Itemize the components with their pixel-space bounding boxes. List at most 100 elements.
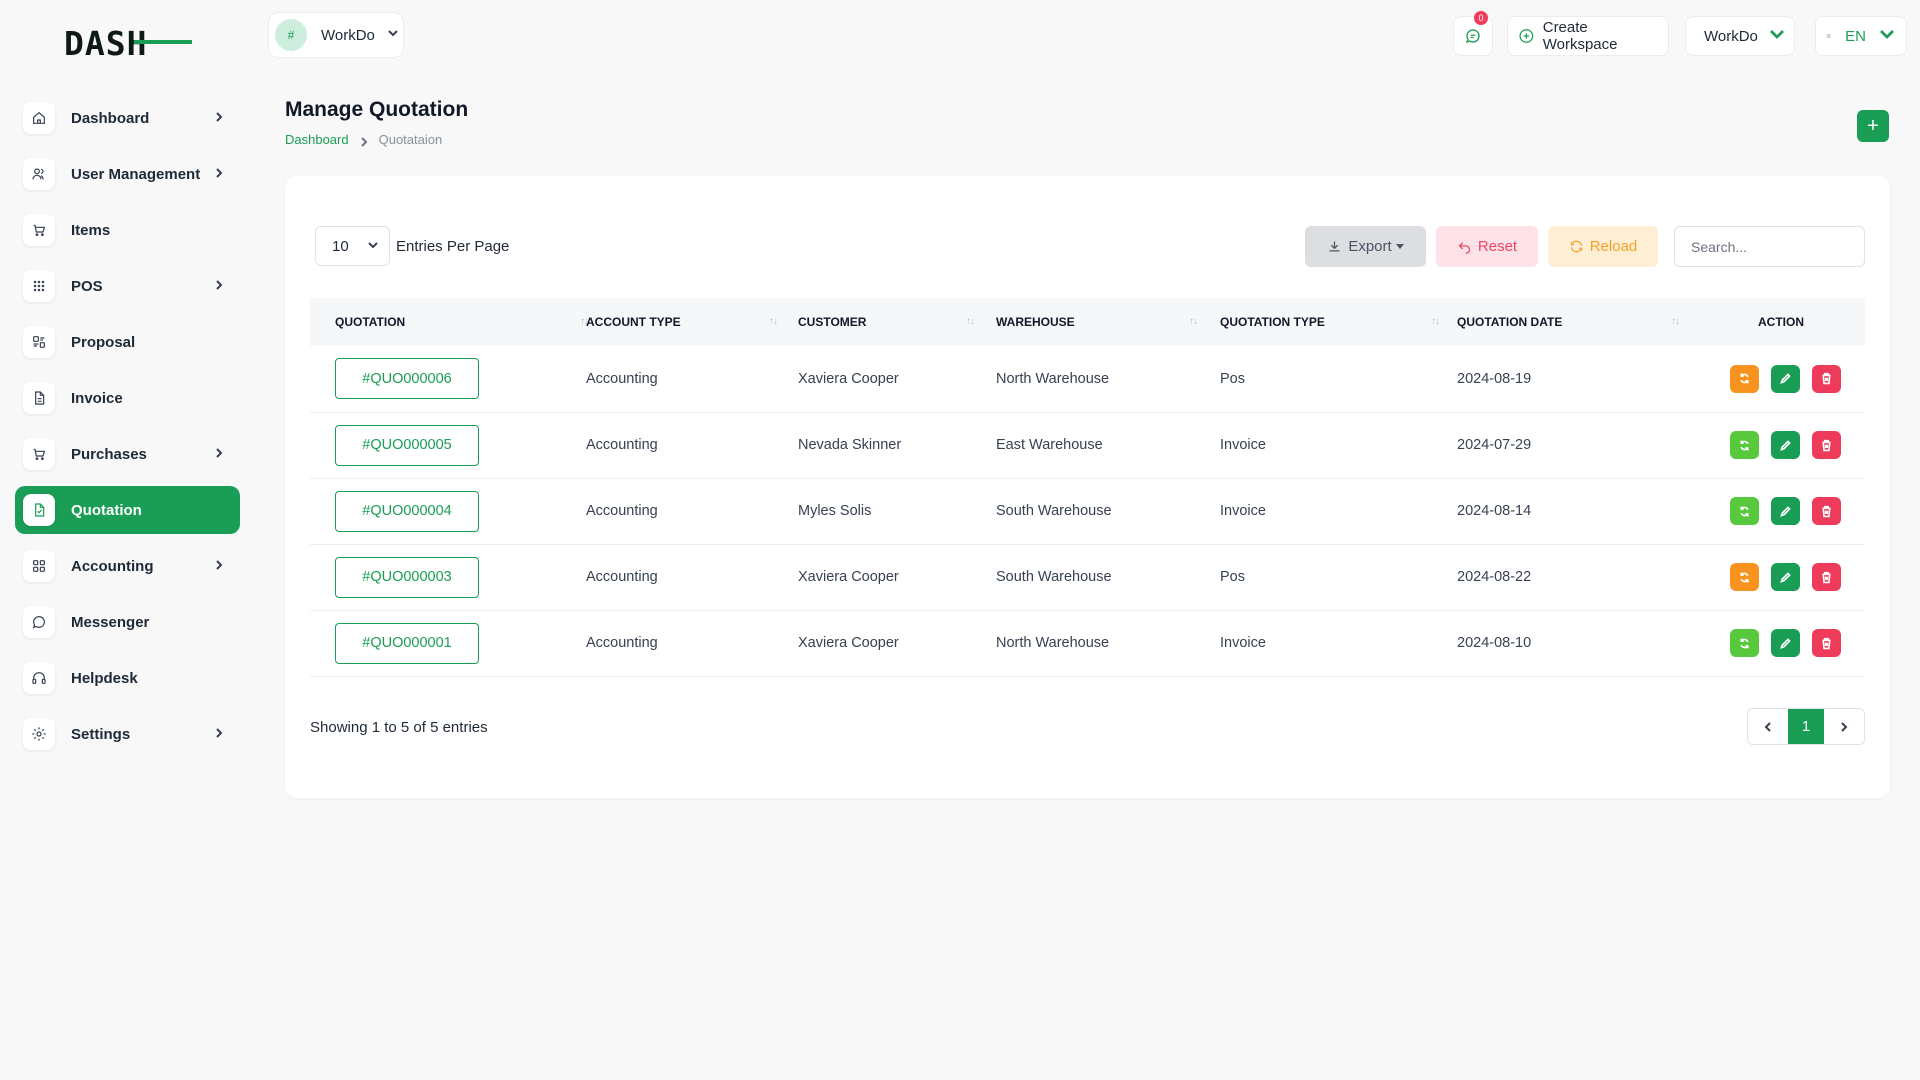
delete-button[interactable] <box>1812 629 1841 657</box>
sidebar-item-helpdesk[interactable]: Helpdesk <box>15 654 240 702</box>
messages-button[interactable]: 0 <box>1453 11 1493 56</box>
cell-quotation: #QUO000004 <box>310 478 586 545</box>
column-warehouse[interactable]: WAREHOUSE ↑↓ <box>996 298 1220 346</box>
column-quotation[interactable]: QUOTATION ↑↓ <box>310 298 589 346</box>
search-input[interactable] <box>1674 226 1865 267</box>
trash-icon <box>1822 571 1831 583</box>
quotation-id-link[interactable]: #QUO000001 <box>335 622 479 664</box>
sidebar-item-accounting[interactable]: Accounting <box>15 542 240 590</box>
pencil-icon <box>1780 373 1791 385</box>
chevron-right-icon <box>1841 721 1848 732</box>
sidebar-item-dashboard[interactable]: Dashboard <box>15 94 240 142</box>
table-row: #QUO000005 Accounting Nevada Skinner East W… <box>310 412 1865 479</box>
sidebar-item-invoice[interactable]: Invoice <box>15 374 240 422</box>
edit-button[interactable] <box>1771 431 1800 459</box>
export-button[interactable]: Export <box>1305 226 1426 267</box>
column-label: CUSTOMER <box>798 315 867 329</box>
cell-quotation-date: 2024-08-19 <box>1457 346 1697 413</box>
delete-button[interactable] <box>1812 497 1841 525</box>
delete-button[interactable] <box>1812 563 1841 591</box>
chevron-right-icon <box>212 558 226 572</box>
page-button[interactable]: 1 <box>1788 709 1824 744</box>
quotation-id-link[interactable]: #QUO000003 <box>335 556 479 598</box>
sidebar-item-settings[interactable]: Settings <box>15 710 240 758</box>
column-quotation-date[interactable]: QUOTATION DATE ↑↓ <box>1457 298 1697 346</box>
reset-button[interactable]: Reset <box>1436 226 1538 267</box>
cell-quotation-type: Invoice <box>1220 412 1457 479</box>
trash-icon <box>1822 505 1831 517</box>
column-quotation-type[interactable]: QUOTATION TYPE ↑↓ <box>1220 298 1457 346</box>
prev-page-button[interactable] <box>1748 709 1788 744</box>
chat-icon <box>23 606 55 638</box>
create-workspace-button[interactable]: Create Workspace <box>1507 16 1669 56</box>
cart-icon <box>23 438 55 470</box>
convert-icon <box>1740 373 1749 384</box>
cell-account-type: Accounting <box>586 478 798 545</box>
convert-button[interactable] <box>1730 364 1759 393</box>
reload-button[interactable]: Reload <box>1548 226 1658 267</box>
breadcrumb-home-link[interactable]: Dashboard <box>285 132 349 147</box>
convert-button[interactable] <box>1730 563 1759 591</box>
cell-account-type: Accounting <box>586 346 798 413</box>
sidebar-item-label: Items <box>71 221 111 239</box>
convert-button[interactable] <box>1730 431 1759 459</box>
language-selector[interactable]: EN <box>1815 16 1907 56</box>
cell-quotation: #QUO000005 <box>310 412 586 479</box>
table-row: #QUO000003 Accounting Xaviera Cooper South … <box>310 544 1865 611</box>
entries-select[interactable]: 10 <box>315 226 390 266</box>
cell-customer: Xaviera Cooper <box>798 346 996 413</box>
reload-label: Reload <box>1589 238 1638 255</box>
undo-icon <box>1458 242 1471 254</box>
globe-icon <box>1826 33 1831 39</box>
column-account-type[interactable]: ACCOUNT TYPE ↑↓ <box>586 298 798 346</box>
cell-quotation-type: Invoice <box>1220 610 1457 677</box>
plus-circle-icon <box>1519 29 1534 43</box>
column-action: ACTION <box>1697 298 1865 346</box>
sidebar-item-label: Purchases <box>71 445 147 463</box>
dash-logo[interactable]: DASH <box>64 24 194 63</box>
trash-icon <box>1822 439 1831 451</box>
table-row: #QUO000001 Accounting Xaviera Cooper North … <box>310 610 1865 677</box>
quotation-id-link[interactable]: #QUO000004 <box>335 490 479 532</box>
cell-quotation: #QUO000001 <box>310 610 586 677</box>
workspace-menu-button[interactable]: WorkDo <box>1685 16 1795 56</box>
cell-quotation-date: 2024-08-22 <box>1457 544 1697 611</box>
convert-button[interactable] <box>1730 629 1759 657</box>
cell-quotation-type: Invoice <box>1220 478 1457 545</box>
convert-button[interactable] <box>1730 497 1759 525</box>
chevron-down-icon <box>1878 25 1896 47</box>
sidebar-item-label: Invoice <box>71 389 123 407</box>
workspace-name: WorkDo <box>321 26 375 44</box>
chevron-down-icon <box>387 26 399 44</box>
quotation-id-link[interactable]: #QUO000006 <box>335 358 479 400</box>
entries-value: 10 <box>332 237 349 255</box>
column-customer[interactable]: CUSTOMER ↑↓ <box>798 298 996 346</box>
reset-label: Reset <box>1477 238 1518 255</box>
sidebar-item-proposal[interactable]: Proposal <box>15 318 240 366</box>
sidebar-item-user-management[interactable]: User Management <box>15 150 240 198</box>
breadcrumb-current: Quotataion <box>378 132 443 147</box>
sidebar-item-purchases[interactable]: Purchases <box>15 430 240 478</box>
sidebar: DASH Dashboard User Management Items POS Pro… <box>0 0 250 1080</box>
sidebar-item-messenger[interactable]: Messenger <box>15 598 240 646</box>
sidebar-nav: Dashboard User Management Items POS Proposal… <box>15 94 240 766</box>
edit-button[interactable] <box>1771 364 1800 393</box>
chevron-left-icon <box>1764 721 1771 732</box>
edit-button[interactable] <box>1771 563 1800 591</box>
column-label: ACCOUNT TYPE <box>586 315 681 329</box>
sidebar-item-quotation[interactable]: Quotation <box>15 486 240 534</box>
add-quotation-button[interactable]: + <box>1857 110 1889 142</box>
sidebar-item-items[interactable]: Items <box>15 206 240 254</box>
delete-button[interactable] <box>1812 364 1841 393</box>
sidebar-item-pos[interactable]: POS <box>15 262 240 310</box>
sidebar-item-label: Proposal <box>71 333 136 351</box>
workspace-switcher[interactable]: # WorkDo <box>268 12 404 58</box>
cell-account-type: Accounting <box>586 412 798 479</box>
sort-icon: ↑↓ <box>769 316 778 327</box>
delete-button[interactable] <box>1812 431 1841 459</box>
edit-button[interactable] <box>1771 629 1800 657</box>
next-page-button[interactable] <box>1824 709 1864 744</box>
chat-icon <box>1465 29 1480 44</box>
quotation-id-link[interactable]: #QUO000005 <box>335 424 479 466</box>
edit-button[interactable] <box>1771 497 1800 525</box>
